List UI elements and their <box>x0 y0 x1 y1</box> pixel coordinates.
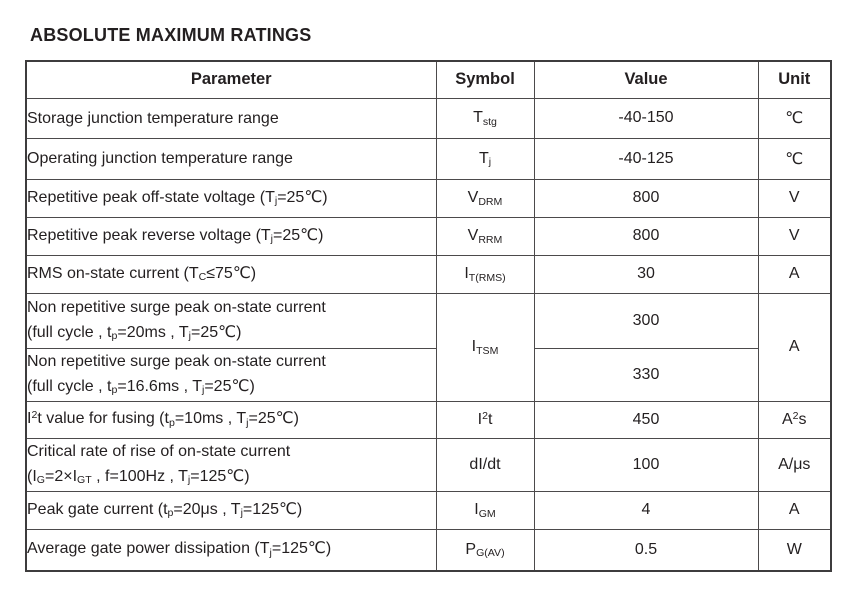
cell-unit: ℃ <box>757 137 832 180</box>
cell-unit: V <box>757 178 832 218</box>
table-row-igm: Peak gate current (tp=20μs , Tj=125℃) IG… <box>25 490 832 530</box>
cell-symbol: IT(RMS) <box>435 254 535 294</box>
header-parameter: Parameter <box>25 60 437 99</box>
cell-symbol: Tj <box>435 137 535 180</box>
table-row-i2t: I2t value for fusing (tp=10ms , Tj=25℃) … <box>25 400 832 439</box>
cell-value: 450 <box>533 400 759 439</box>
page-title: ABSOLUTE MAXIMUM RATINGS <box>30 25 312 45</box>
table-row-operating-temp: Operating junction temperature range Tj … <box>25 137 832 180</box>
header-value: Value <box>533 60 759 99</box>
table-row-didt: Critical rate of rise of on-state curren… <box>25 437 832 492</box>
cell-parameter: Critical rate of rise of on-state curren… <box>25 437 437 492</box>
cell-unit: W <box>757 528 832 572</box>
header-unit: Unit <box>757 60 832 99</box>
cell-value: 800 <box>533 178 759 218</box>
cell-parameter: Peak gate current (tp=20μs , Tj=125℃) <box>25 490 437 530</box>
cell-value: 330 <box>533 347 759 402</box>
table-row-pgav: Average gate power dissipation (Tj=125℃)… <box>25 528 832 572</box>
cell-value: 100 <box>533 437 759 492</box>
table-row-itsm-16ms: Non repetitive surge peak on-state curre… <box>25 347 831 402</box>
cell-symbol: IGM <box>435 490 535 530</box>
cell-value: 30 <box>533 254 759 294</box>
cell-parameter: RMS on-state current (TC≤75℃) <box>25 254 437 294</box>
cell-value: -40-150 <box>533 97 759 139</box>
cell-value: 300 <box>533 292 759 349</box>
cell-symbol: I2t <box>435 400 535 439</box>
cell-unit: A <box>757 490 832 530</box>
cell-unit: A2s <box>757 400 832 439</box>
cell-value: 0.5 <box>533 528 759 572</box>
cell-value: 4 <box>533 490 759 530</box>
absolute-maximum-ratings-table: Parameter Symbol Value Unit Storage junc… <box>25 60 832 572</box>
cell-symbol: PG(AV) <box>435 528 535 572</box>
cell-value: -40-125 <box>533 137 759 180</box>
cell-unit: V <box>757 216 832 256</box>
table-row-itrms: RMS on-state current (TC≤75℃) IT(RMS) 30… <box>25 254 832 294</box>
cell-symbol: ITSM <box>435 292 535 402</box>
cell-symbol: VRRM <box>435 216 535 256</box>
cell-symbol: VDRM <box>435 178 535 218</box>
cell-parameter: Operating junction temperature range <box>25 137 437 180</box>
cell-unit: A <box>757 292 832 402</box>
cell-parameter: Non repetitive surge peak on-state curre… <box>25 292 437 349</box>
table-row-itsm-20ms: Non repetitive surge peak on-state curre… <box>25 292 832 402</box>
cell-value: 800 <box>533 216 759 256</box>
table-row-vdrm: Repetitive peak off-state voltage (Tj=25… <box>25 178 832 218</box>
cell-unit: A/μs <box>757 437 832 492</box>
header-symbol: Symbol <box>435 60 535 99</box>
cell-unit: A <box>757 254 832 294</box>
cell-parameter: Repetitive peak off-state voltage (Tj=25… <box>25 178 437 218</box>
table-header-row: Parameter Symbol Value Unit <box>25 60 832 99</box>
cell-parameter: I2t value for fusing (tp=10ms , Tj=25℃) <box>25 400 437 439</box>
table-row-storage-temp: Storage junction temperature range Tstg … <box>25 97 832 139</box>
table-row-vrrm: Repetitive peak reverse voltage (Tj=25℃)… <box>25 216 832 256</box>
cell-parameter: Non repetitive surge peak on-state curre… <box>25 347 437 402</box>
cell-symbol: Tstg <box>435 97 535 139</box>
cell-unit: ℃ <box>757 97 832 139</box>
cell-parameter: Repetitive peak reverse voltage (Tj=25℃) <box>25 216 437 256</box>
cell-parameter: Average gate power dissipation (Tj=125℃) <box>25 528 437 572</box>
cell-parameter: Storage junction temperature range <box>25 97 437 139</box>
cell-symbol: dI/dt <box>435 437 535 492</box>
